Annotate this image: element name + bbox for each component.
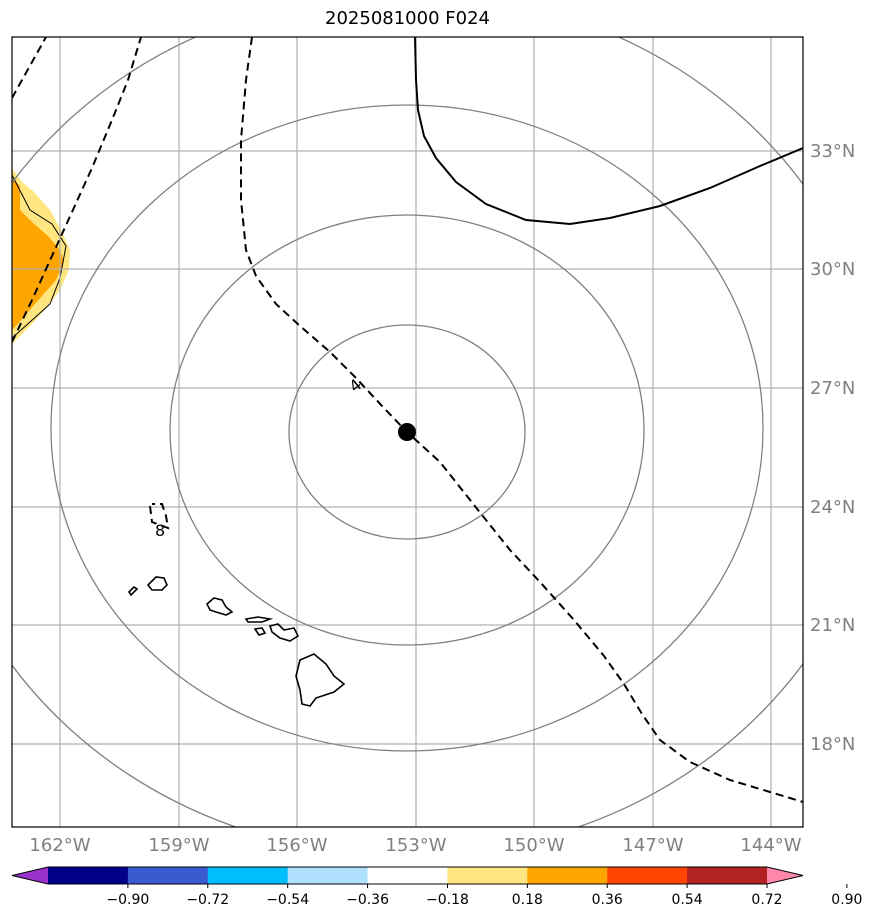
dashed-contour-islands [149,503,170,530]
lat-label-21n: 21°N [810,615,855,636]
lat-label-30n: 30°N [810,259,855,280]
colorbar-segment [447,867,528,884]
island-big-island [295,653,346,707]
shaded-anomaly-outline [12,174,67,339]
island-lanai [253,627,267,636]
colorbar-tick-label: −0.72 [186,892,229,908]
colorbar-segment [527,867,608,884]
colorbar-extend-low [12,867,48,884]
colorbar-extend-high [767,867,803,884]
colorbar-segment [48,867,129,884]
colorbar-outline [11,866,804,885]
lon-label-153w: 153°W [385,835,446,856]
contour-label-8: 8 [155,521,165,540]
latitude-labels: 18°N 21°N 24°N 27°N 30°N 33°N [810,141,855,755]
colorbar-tick-label: 0.90 [831,892,862,908]
colorbar-segment [687,867,768,884]
colorbar-segment [287,867,369,884]
lat-label-24n: 24°N [810,497,855,518]
colorbar-tick-label: −0.36 [346,892,389,908]
colorbar-tick-label: 0.54 [672,892,703,908]
colorbar-tick-label: −0.90 [106,892,149,908]
colorbar-segment [127,867,209,884]
dashed-contour-center [240,37,803,803]
range-ring-3 [50,104,764,752]
colorbar-tick-label: 0.72 [751,892,782,908]
colorbar-segment [607,867,688,884]
lat-label-18n: 18°N [810,734,855,755]
colorbar-tick-label: 0.36 [592,892,623,908]
colorbar: −0.90 −0.72 −0.54 −0.36 −0.18 0.18 0.36 0.54 0.7… [11,866,862,908]
island-oahu [206,597,234,616]
hawaii-coastline [127,576,346,707]
range-ring-1 [288,324,526,540]
island-maui [268,623,300,642]
longitude-labels: 162°W 159°W 156°W 153°W 150°W 147°W 144°… [29,835,801,856]
solid-contour [414,37,803,226]
colorbar-segment [367,867,448,884]
lon-label-144w: 144°W [740,835,801,856]
island-molokai [244,616,274,623]
dashed-contours [12,37,803,803]
map-frame [11,36,804,828]
dashed-contour-far-west [12,37,47,99]
range-rings [12,37,803,827]
lat-label-33n: 33°N [810,141,855,162]
map-plot-area [12,37,803,827]
storm-center-marker [398,423,416,441]
lon-label-147w: 147°W [622,835,683,856]
colorbar-segment [207,867,289,884]
colorbar-tick-label: −0.54 [266,892,309,908]
colorbar-tick-label: 0.18 [512,892,543,908]
lon-label-156w: 156°W [266,835,327,856]
colorbar-tick-label: −0.18 [426,892,469,908]
range-ring-2 [169,214,645,646]
lat-label-27n: 27°N [810,378,855,399]
lon-label-162w: 162°W [29,835,90,856]
island-niihau [127,585,139,597]
shaded-anomaly-mid [12,178,64,330]
lon-label-159w: 159°W [148,835,209,856]
lon-label-150w: 150°W [503,835,564,856]
island-kauai [146,576,168,591]
dashed-contour-west [12,37,142,343]
map-title: 2025081000 F024 [325,8,490,29]
